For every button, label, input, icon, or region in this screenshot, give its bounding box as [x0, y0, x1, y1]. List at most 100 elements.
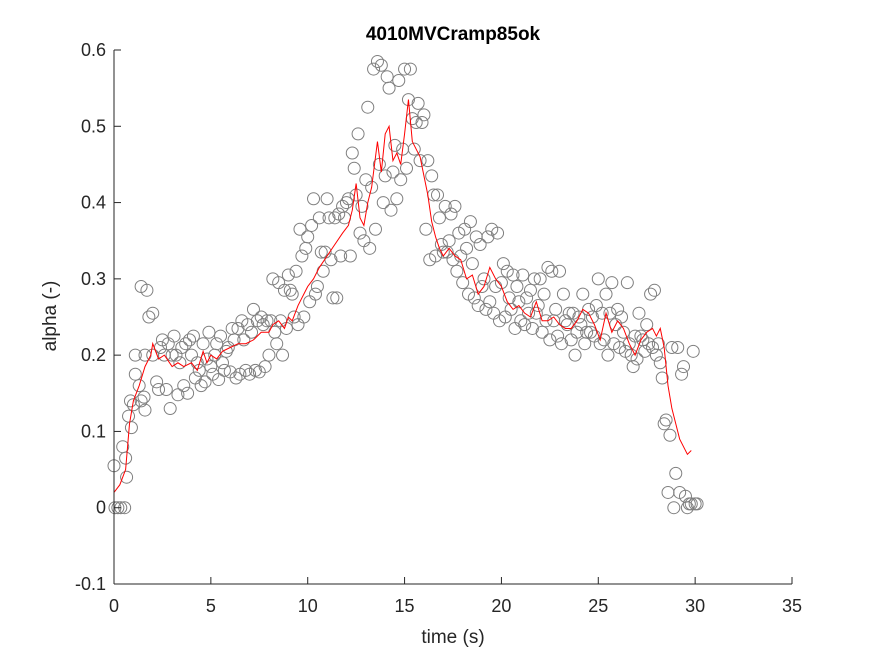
scatter-point	[330, 291, 344, 305]
scatter-point	[307, 192, 321, 206]
plot-area	[107, 54, 704, 515]
scatter-point	[531, 299, 545, 313]
scatter-point	[615, 310, 629, 324]
scatter-point	[214, 329, 228, 343]
scatter-point	[398, 62, 412, 76]
scatter-point	[675, 367, 689, 381]
scatter-point	[301, 230, 315, 244]
scatter-point	[196, 337, 210, 351]
scatter-point	[479, 302, 493, 316]
scatter-point	[677, 360, 691, 374]
scatter-point	[217, 363, 231, 377]
scatter-point	[378, 169, 392, 183]
scatter-point	[471, 299, 485, 313]
scatter-point	[382, 81, 396, 95]
scatter-point	[425, 169, 439, 183]
scatter-point	[642, 337, 656, 351]
scatter-point	[467, 291, 481, 305]
scatter-point	[194, 379, 208, 393]
scatter-point	[392, 74, 406, 88]
scatter-point	[264, 314, 278, 328]
scatter-point	[599, 287, 613, 301]
scatter-point	[554, 337, 568, 351]
scatter-point	[419, 222, 433, 236]
scatter-point	[535, 325, 549, 339]
scatter-point	[384, 203, 398, 217]
scatter-point	[128, 348, 142, 362]
scatter-point	[308, 287, 322, 301]
scatter-point	[411, 96, 425, 110]
scatter-point	[525, 321, 539, 335]
scatter-point	[186, 329, 200, 343]
scatter-point	[523, 283, 537, 297]
scatter-point	[152, 382, 166, 396]
scatter-point	[591, 272, 605, 286]
scatter-point	[353, 226, 367, 240]
scatter-point	[262, 348, 276, 362]
scatter-point	[270, 337, 284, 351]
scatter-point	[651, 337, 665, 351]
scatter-point	[620, 276, 634, 290]
scatter-point	[229, 371, 243, 385]
x-tick-label: 15	[395, 596, 415, 616]
scatter-point	[370, 54, 384, 68]
scatter-point	[516, 268, 530, 282]
scatter-point	[527, 272, 541, 286]
scatter-point	[671, 341, 685, 355]
scatter-point	[520, 291, 534, 305]
scatter-series	[107, 54, 704, 515]
scatter-point	[260, 314, 274, 328]
scatter-point	[568, 348, 582, 362]
scatter-point	[134, 394, 148, 408]
scatter-point	[277, 283, 291, 297]
scatter-point	[237, 333, 251, 347]
scatter-point	[549, 302, 563, 316]
line-series	[113, 99, 692, 493]
scatter-point	[256, 318, 270, 332]
scatter-point	[365, 180, 379, 194]
scatter-point	[246, 302, 260, 316]
scatter-point	[665, 341, 679, 355]
scatter-point	[245, 325, 259, 339]
scatter-point	[314, 245, 328, 259]
scatter-point	[663, 428, 677, 442]
scatter-point	[465, 257, 479, 271]
scatter-point	[504, 302, 518, 316]
scatter-point	[239, 363, 253, 377]
scatter-point	[518, 318, 532, 332]
scatter-point	[576, 287, 590, 301]
scatter-point	[628, 329, 642, 343]
scatter-point	[537, 287, 551, 301]
scatter-point	[460, 241, 474, 255]
scatter-point	[177, 379, 191, 393]
scatter-point	[132, 379, 146, 393]
scatter-point	[686, 344, 700, 358]
scatter-point	[167, 329, 181, 343]
scatter-point	[258, 360, 272, 374]
scatter-point	[572, 310, 586, 324]
scatter-point	[334, 249, 348, 263]
scatter-point	[322, 211, 336, 225]
scatter-point	[137, 390, 151, 404]
scatter-point	[510, 279, 524, 293]
scatter-point	[326, 291, 340, 305]
scatter-point	[417, 108, 431, 122]
scatter-point	[128, 367, 142, 381]
scatter-point	[545, 264, 559, 278]
scatter-point	[390, 192, 404, 206]
scatter-point	[491, 226, 505, 240]
scatter-point	[347, 161, 361, 175]
scatter-point	[659, 413, 673, 427]
scatter-point	[415, 115, 429, 129]
scatter-point	[281, 268, 295, 282]
scatter-point	[551, 329, 565, 343]
scatter-point	[376, 196, 390, 210]
scatter-point	[626, 360, 640, 374]
scatter-point	[293, 222, 307, 236]
scatter-point	[448, 199, 462, 213]
scatter-point	[456, 276, 470, 290]
y-axis-title: alpha (-)	[40, 281, 61, 352]
scatter-point	[421, 154, 435, 168]
scatter-point	[120, 470, 134, 484]
scatter-point	[312, 211, 326, 225]
